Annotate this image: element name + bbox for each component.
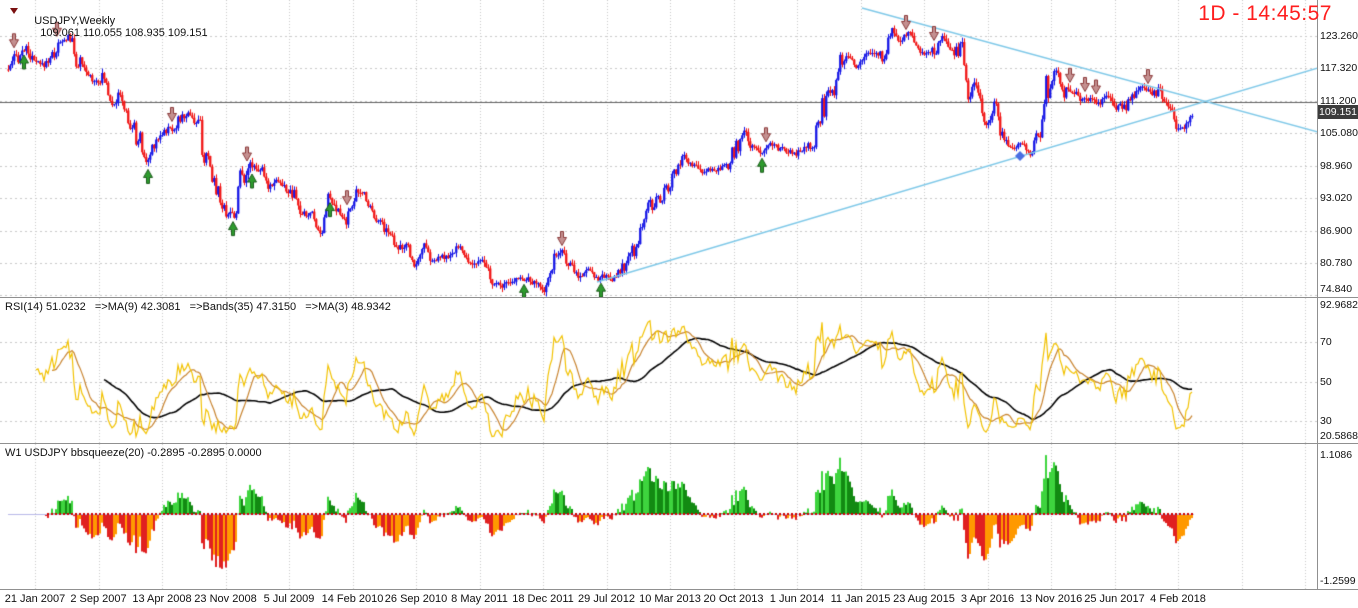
ohlc-values-label: 109.061 110.055 108.935 109.151 <box>40 27 208 39</box>
panel-separator-main-rsi[interactable] <box>0 297 1358 298</box>
time-axis-label: 3 Apr 2016 <box>960 593 1015 605</box>
rsi-indicator-label: RSI(14) 51.0232 =>MA(9) 42.3081 =>Bands(… <box>5 301 391 313</box>
time-axis-label: 1 Jun 2014 <box>769 593 825 605</box>
time-axis-label: 18 Dec 2011 <box>512 593 574 605</box>
squeeze-axis-label: -1.2599 <box>1320 575 1356 587</box>
rsi-axis-label: 30 <box>1320 415 1332 428</box>
time-axis-label: 29 Jul 2012 <box>578 593 635 605</box>
price-axis-label: 105.080 <box>1320 127 1358 140</box>
price-axis-label: 80.780 <box>1320 257 1353 270</box>
price-axis-label: 86.900 <box>1320 224 1353 237</box>
time-axis-separator <box>0 589 1358 590</box>
price-axis-border <box>1317 0 1318 589</box>
rsi-axis-label: 50 <box>1320 375 1332 388</box>
time-axis-label: 11 Jan 2015 <box>830 593 891 605</box>
candle-countdown-timer: 1D - 14:45:57 <box>1198 2 1332 25</box>
time-axis-label: 26 Sep 2010 <box>384 593 448 605</box>
symbol-dropdown-icon[interactable] <box>10 8 18 14</box>
price-axis-label: 98.960 <box>1320 160 1353 173</box>
price-axis-label: 123.260 <box>1320 30 1358 42</box>
time-axis-label: 8 May 2011 <box>451 593 508 605</box>
price-axis-label: 111.200 <box>1320 94 1357 107</box>
chart-title: USDJPY,Weekly 109.061 110.055 108.935 10… <box>22 3 208 51</box>
time-axis-label: 14 Feb 2010 <box>321 593 384 605</box>
symbol-timeframe-label: USDJPY,Weekly <box>34 15 116 27</box>
time-axis-label: 25 Jun 2017 <box>1084 593 1145 605</box>
panel-separator-rsi-squeeze[interactable] <box>0 443 1358 444</box>
time-axis-label: 13 Apr 2008 <box>132 593 192 605</box>
rsi-axis-label: 70 <box>1320 336 1332 349</box>
time-axis[interactable]: 21 Jan 2007 2 Sep 2007 13 Apr 2008 23 Nov 2… <box>0 590 1358 608</box>
time-axis-label: 13 Nov 2016 <box>1019 593 1083 605</box>
squeeze-axis-label: 1.1086 <box>1320 449 1353 462</box>
price-axis-label: 74.840 <box>1320 283 1353 295</box>
time-axis-label: 5 Jul 2009 <box>263 593 315 605</box>
rsi-axis-label: 20.5868 <box>1320 430 1358 442</box>
time-axis-label: 2 Sep 2007 <box>70 593 127 605</box>
time-axis-label: 23 Aug 2015 <box>893 593 955 605</box>
time-axis-label: 4 Feb 2018 <box>1150 593 1206 605</box>
squeeze-indicator-canvas[interactable] <box>0 444 1317 589</box>
time-axis-label: 21 Jan 2007 <box>4 593 66 605</box>
time-axis-label: 20 Oct 2013 <box>703 593 764 605</box>
price-axis-label: 117.320 <box>1320 61 1358 74</box>
rsi-axis-label: 92.9682 <box>1320 299 1358 311</box>
price-axis-label: 93.020 <box>1320 191 1353 204</box>
rsi-indicator-canvas[interactable] <box>0 298 1317 443</box>
price-axis[interactable]: 123.260 117.320 111.200 105.080 98.960 93.020… <box>1317 0 1358 589</box>
time-axis-label: 10 Mar 2013 <box>639 593 701 605</box>
time-axis-label: 23 Nov 2008 <box>194 593 257 605</box>
current-price-tag: 109.151 <box>1318 104 1358 119</box>
main-price-chart-canvas[interactable] <box>0 0 1317 297</box>
squeeze-indicator-label: W1 USDJPY bbsqueeze(20) -0.2895 -0.2895 … <box>5 447 262 459</box>
